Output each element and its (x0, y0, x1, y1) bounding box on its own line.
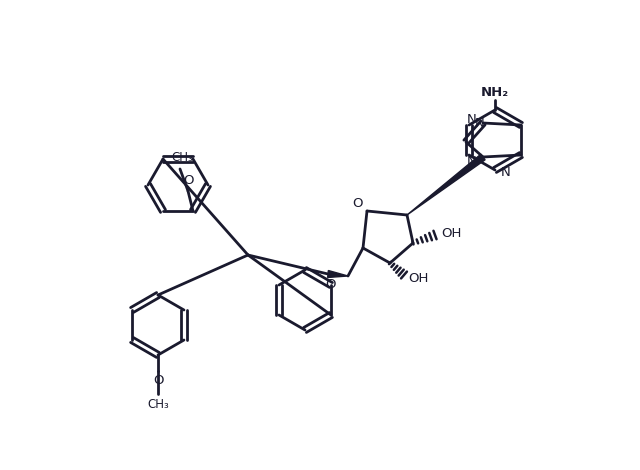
Text: NH₂: NH₂ (481, 86, 509, 99)
Text: N: N (475, 117, 485, 130)
Text: OH: OH (441, 227, 461, 240)
Text: O: O (183, 174, 193, 188)
Text: O: O (352, 196, 362, 210)
Text: N: N (501, 165, 511, 179)
Text: O: O (153, 374, 163, 386)
Polygon shape (328, 271, 348, 277)
Text: N: N (467, 112, 477, 125)
Text: CH₃: CH₃ (171, 151, 193, 164)
Text: OH: OH (408, 273, 428, 285)
Text: CH₃: CH₃ (147, 399, 169, 412)
Polygon shape (407, 154, 485, 215)
Text: O: O (324, 277, 335, 290)
Text: N: N (467, 155, 477, 167)
